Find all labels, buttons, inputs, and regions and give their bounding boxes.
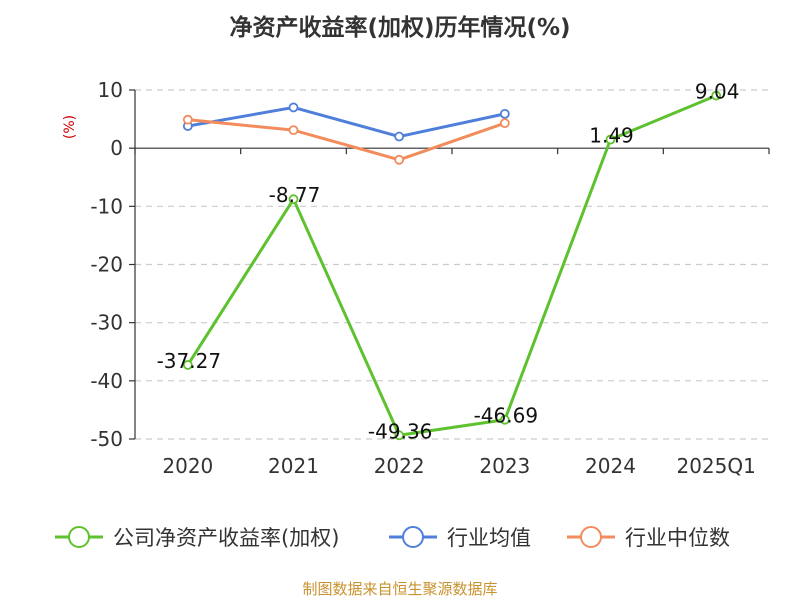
data-label: -37.27 [157,349,221,373]
x-tick-label: 2022 [374,454,425,478]
x-tick-label: 2020 [162,454,213,478]
data-point [182,360,193,370]
grid-lines [135,89,769,440]
y-tick-label: -20 [90,253,123,277]
x-tick-label: 2025Q1 [676,454,755,478]
legend-item-label: 行业均值 [447,526,531,550]
x-tick-label: 2021 [268,454,319,478]
y-axis-unit-label: (%) [62,115,78,139]
x-tick-label: 2023 [479,454,530,478]
legend-item-label: 行业中位数 [625,526,730,550]
y-tick-label: 10 [98,78,123,102]
y-tick-label: -40 [90,369,123,393]
data-point [499,414,510,425]
data-point [605,134,616,145]
series-group [182,90,722,441]
data-label: 1.49 [589,123,634,147]
legend-swatch-marker [68,526,90,548]
data-point [394,430,405,441]
data-point [394,154,405,165]
data-label: 9.04 [695,80,740,104]
data-point [288,125,299,136]
data-point [711,90,722,101]
y-tick-label: -50 [90,427,123,451]
data-point [394,131,405,142]
y-tick-label: 0 [110,136,123,160]
series-line [186,94,717,437]
y-tick-label: -10 [90,194,123,218]
series-line [187,118,506,162]
data-point [499,108,510,119]
data-label: -8.77 [269,183,321,207]
data-point [288,102,299,113]
series-line [187,105,506,139]
legend-swatch-marker [580,526,602,548]
x-tick-label: 2024 [585,454,636,478]
data-point [288,194,299,205]
data-label: -46.69 [474,404,538,428]
data-label: -49.36 [368,419,432,443]
legend-swatch-marker [402,526,424,548]
data-point [499,118,510,129]
legend: 公司净资产收益率(加权) 行业均值 行业中位数 [55,526,730,550]
legend-item-label: 公司净资产收益率(加权) [113,526,339,550]
chart-title: 净资产收益率(加权)历年情况(%) [229,14,570,41]
axes: 10 0 -10 -20 -30 -40 -50 2020 2021 2022 2023 2024 20… [90,78,770,478]
data-point [182,114,193,125]
source-note: 制图数据来自恒生聚源数据库 [302,580,497,598]
y-tick-label: -30 [90,311,123,335]
data-labels: -37.27 -8.77 -49.36 -46.69 1.49 9.04 [157,80,740,444]
